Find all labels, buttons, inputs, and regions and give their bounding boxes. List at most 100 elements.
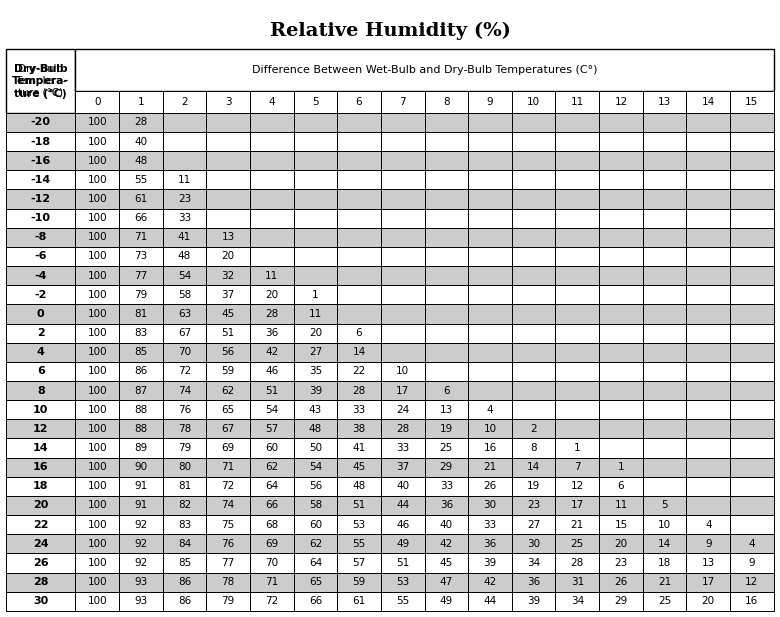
Bar (512, 400, 555, 420)
Bar (424, 151, 468, 170)
Bar (293, 515, 337, 534)
Text: 33: 33 (353, 405, 366, 415)
Bar (686, 592, 730, 611)
Text: 2: 2 (37, 328, 44, 338)
Bar (555, 228, 599, 247)
Bar (76, 420, 119, 439)
Bar (250, 285, 293, 304)
Bar (730, 247, 774, 266)
Text: 88: 88 (134, 424, 147, 434)
Bar (599, 420, 643, 439)
Bar (250, 592, 293, 611)
Bar (162, 323, 206, 342)
Bar (468, 362, 512, 381)
Text: 71: 71 (134, 233, 147, 242)
Text: 31: 31 (571, 577, 584, 587)
Text: 69: 69 (265, 539, 278, 549)
Bar (6, 381, 76, 400)
Bar (6, 496, 76, 515)
Bar (730, 400, 774, 420)
Text: 76: 76 (178, 405, 191, 415)
Text: 45: 45 (222, 309, 235, 319)
Text: 23: 23 (527, 500, 541, 510)
Text: 16: 16 (746, 596, 759, 607)
Bar (293, 228, 337, 247)
Text: 39: 39 (527, 596, 541, 607)
Bar (730, 439, 774, 458)
Text: 90: 90 (134, 462, 147, 472)
Bar (512, 170, 555, 189)
Bar (162, 439, 206, 458)
Text: 22: 22 (33, 520, 48, 529)
Bar (6, 266, 76, 285)
Bar (337, 592, 381, 611)
Bar (76, 189, 119, 209)
Bar (381, 342, 424, 362)
Bar (6, 132, 76, 151)
Bar (512, 151, 555, 170)
Text: 6: 6 (443, 386, 450, 395)
Text: 25: 25 (571, 539, 584, 549)
Bar (686, 91, 730, 113)
Bar (468, 113, 512, 132)
Bar (293, 362, 337, 381)
Bar (643, 323, 686, 342)
Bar (555, 342, 599, 362)
Text: 20: 20 (222, 252, 235, 262)
Bar (686, 573, 730, 592)
Bar (119, 266, 162, 285)
Bar (512, 420, 555, 439)
Bar (119, 420, 162, 439)
Bar (643, 477, 686, 496)
Bar (162, 151, 206, 170)
Text: 25: 25 (658, 596, 672, 607)
Bar (643, 132, 686, 151)
Bar (119, 553, 162, 573)
Bar (686, 553, 730, 573)
Bar (468, 170, 512, 189)
Text: 39: 39 (484, 558, 497, 568)
Bar (250, 534, 293, 553)
Bar (337, 323, 381, 342)
Bar (293, 420, 337, 439)
Text: 83: 83 (134, 328, 147, 338)
Text: 16: 16 (484, 443, 497, 453)
Bar (6, 420, 76, 439)
Text: 40: 40 (134, 136, 147, 147)
Bar (686, 381, 730, 400)
Bar (76, 170, 119, 189)
Bar (555, 420, 599, 439)
Text: 10: 10 (33, 405, 48, 415)
Text: 4: 4 (705, 520, 711, 529)
Bar (599, 458, 643, 477)
Text: 6: 6 (356, 328, 363, 338)
Bar (730, 381, 774, 400)
Text: 93: 93 (134, 577, 147, 587)
Bar (162, 247, 206, 266)
Bar (512, 439, 555, 458)
Bar (599, 91, 643, 113)
Bar (76, 209, 119, 228)
Bar (468, 458, 512, 477)
Bar (643, 151, 686, 170)
Text: 9: 9 (487, 97, 493, 107)
Text: 5: 5 (312, 97, 319, 107)
Bar (162, 381, 206, 400)
Text: 24: 24 (33, 539, 48, 549)
Bar (6, 247, 76, 266)
Bar (293, 477, 337, 496)
Text: -2: -2 (34, 290, 47, 300)
Bar (599, 151, 643, 170)
Bar (162, 266, 206, 285)
Text: 100: 100 (87, 405, 107, 415)
Bar (119, 439, 162, 458)
Bar (293, 170, 337, 189)
Bar (206, 381, 250, 400)
Text: 26: 26 (33, 558, 48, 568)
Bar (6, 477, 76, 496)
Text: 40: 40 (396, 481, 410, 491)
Text: Difference Between Wet-Bulb and Dry-Bulb Temperatures (C°): Difference Between Wet-Bulb and Dry-Bulb… (252, 65, 597, 75)
Bar (206, 266, 250, 285)
Bar (424, 439, 468, 458)
Bar (337, 189, 381, 209)
